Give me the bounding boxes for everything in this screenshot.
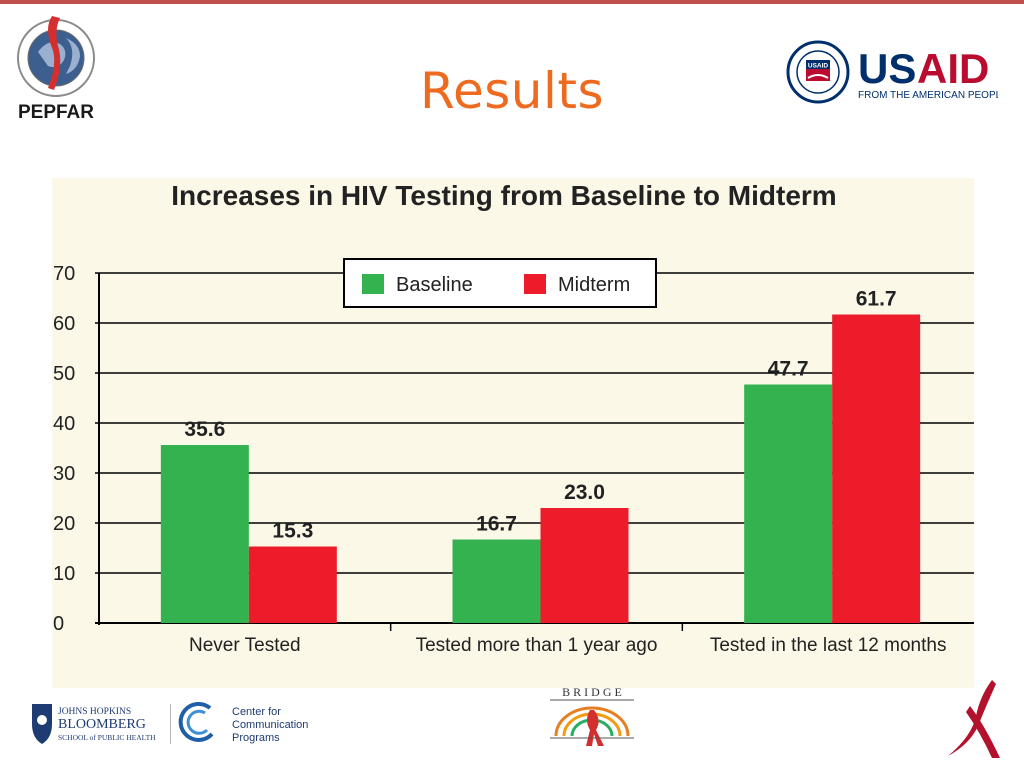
ccp-line-3: Programs [232,732,280,744]
data-label-baseline-0: 35.6 [184,418,225,441]
usaid-wordmark-us: US [858,45,916,92]
ccp-logo: Center for Communication Programs [178,702,308,744]
pepfar-globe-land-2 [66,38,80,74]
bridge-logo: B R I D G E [550,685,634,746]
legend-box [343,258,657,308]
data-label-midterm-2: 61.7 [856,288,897,311]
y-tick-label-1: 10 [53,563,75,585]
usaid-tagline: FROM THE AMERICAN PEOPLE [858,90,998,101]
pepfar-ribbon-icon [48,16,61,90]
bar-baseline-2 [744,384,833,623]
pepfar-wordmark: PEPFAR [18,102,94,123]
x-category-label-0: Never Tested [189,635,301,656]
data-label-midterm-0: 15.3 [272,520,313,543]
jhu-line-3: SCHOOL of PUBLIC HEALTH [58,733,156,742]
ribbon-stroke-1 [948,680,996,756]
bar-midterm-1 [540,508,629,623]
usaid-wordmark-aid: AID [917,45,989,92]
pepfar-logo: PEPFAR [17,16,95,123]
y-tick-label-7: 70 [53,263,75,285]
jhu-bloomberg-logo: JOHNS HOPKINS BLOOMBERG SCHOOL of PUBLIC… [32,704,156,744]
bridge-wordmark: B R I D G E [562,685,622,699]
usaid-seal-label: USAID [808,63,829,70]
bar-baseline-1 [452,539,541,623]
jhu-line-1: JOHNS HOPKINS [58,707,131,717]
usaid-handshake-icon [807,74,829,79]
page-title: Results [419,62,605,120]
y-tick-label-0: 0 [53,613,64,635]
data-label-baseline-2: 47.7 [768,358,809,381]
ccp-swirl-inner [186,709,209,735]
legend-swatch-midterm [524,274,546,294]
bridge-ribbon-icon [586,710,604,746]
data-label-midterm-1: 23.0 [564,481,605,504]
legend-swatch-baseline [362,274,384,294]
y-tick-label-5: 50 [53,363,75,385]
jhu-line-2: BLOOMBERG [58,717,146,732]
chart: Increases in HIV Testing from Baseline t… [53,180,974,656]
jhu-shield-globe [37,715,47,725]
logo-divider [170,704,171,744]
ccp-line-1: Center for [232,706,281,718]
x-category-label-2: Tested in the last 12 months [710,635,947,656]
ccp-line-2: Communication [232,719,308,731]
usaid-logo: USAID US AID FROM THE AMERICAN PEOPLE [786,40,998,104]
x-category-label-1: Tested more than 1 year ago [416,635,658,656]
bar-midterm-0 [248,546,337,623]
bar-baseline-0 [160,445,249,623]
red-ribbon-icon [948,680,1000,758]
bar-midterm-2 [832,314,921,623]
chart-title: Increases in HIV Testing from Baseline t… [171,180,836,211]
y-tick-label-2: 20 [53,513,75,535]
legend-label-midterm: Midterm [558,274,630,296]
bridge-arc-outer [554,706,630,737]
data-label-baseline-1: 16.7 [476,513,517,536]
top-rule [0,0,1024,4]
usaid-seal-shield [806,60,830,69]
y-tick-label-6: 60 [53,313,75,335]
legend-label-baseline: Baseline [396,274,473,296]
y-tick-label-4: 40 [53,413,75,435]
ccp-swirl-icon [178,702,214,742]
ribbon-stroke-2 [966,706,1000,758]
y-tick-label-3: 30 [53,463,75,485]
